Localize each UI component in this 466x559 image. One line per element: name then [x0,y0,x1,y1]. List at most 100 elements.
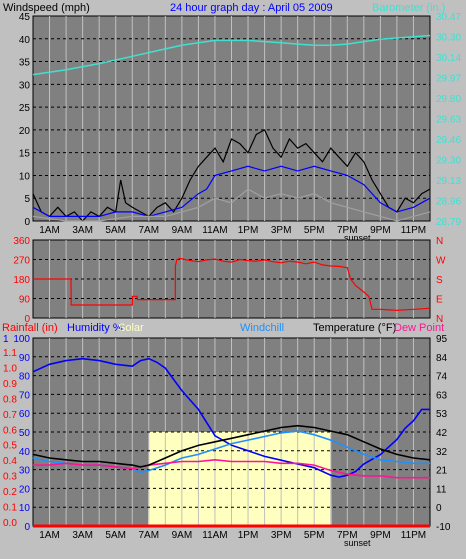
temperature-axis-label: Temperature (°F) [313,322,396,334]
barometer-y-tick: 29.13 [436,176,461,187]
barometer-y-tick: 28.96 [436,197,461,208]
direction-series [33,257,431,312]
temp-x-tick: 3AM [72,530,93,541]
temperature-y-tick: 32 [436,447,448,458]
rainfall-y-tick: 0.7 [3,410,17,421]
wind-y-tick: 35 [19,58,31,69]
humidity-y-tick: 10 [19,503,31,514]
humidity-y-tick: 50 [19,428,31,439]
rainfall-y-tick: 0.4 [3,456,17,467]
temp-x-tick: 7PM [337,530,358,541]
barometer-series [32,34,431,76]
humidity-axis-label: Humidity % [67,322,123,334]
humidity-y-tick: 100 [13,334,30,345]
wind-x-tick: 1AM [39,225,60,236]
temperature-y-tick: 42 [436,428,448,439]
wind-y-tick: 30 [19,80,31,91]
temperature-y-tick: 21 [436,466,448,477]
temp-x-tick: 9AM [172,530,193,541]
solar-axis-label: Solar [118,322,144,334]
wind-y-tick: 25 [19,103,31,114]
temp-x-tick: 11PM [401,530,426,541]
temperature-y-tick: 74 [436,372,448,383]
wind-y-tick: 45 [19,12,31,23]
barometer-axis-label: Barometer (in.) [372,2,445,14]
rainfall-y-tick: 0.9 [3,379,17,390]
compass-tick: E [436,295,443,306]
rainfall-y-tick: 0.0 [3,518,17,529]
barometer-y-tick: 29.30 [436,156,461,167]
rainfall-y-tick: 1.0 [3,363,17,374]
wind-x-tick: 9AM [172,225,193,236]
rainfall-axis-label: Rainfall (in) [2,322,58,334]
humidity-y-tick: 70 [19,390,31,401]
rainfall-y-tick: 0.3 [3,472,17,483]
wind-y-tick: 5 [24,194,30,205]
humidity-y-tick: 20 [19,484,31,495]
direction-y-tick: 0 [24,314,30,325]
wind-x-tick: 3AM [72,225,93,236]
wind-x-tick: 9PM [370,225,391,236]
barometer-y-tick: 29.63 [436,115,461,126]
rainfall-y-tick: 0.6 [3,425,17,436]
humidity-y-tick: 90 [19,353,31,364]
temperature-y-tick: 53 [436,409,448,420]
humidity-y-tick: 60 [19,409,31,420]
temp-x-tick: 3PM [271,530,292,541]
humidity-y-tick: 80 [19,372,31,383]
wind-x-tick: 11AM [202,225,227,236]
windchill-axis-label: Windchill [240,322,284,334]
wind-x-tick: 5PM [304,225,325,236]
barometer-y-tick: 29.46 [436,135,461,146]
windgust_gray-series [32,188,431,222]
barometer-y-tick: 30.30 [436,33,461,44]
temperature-series [32,424,431,468]
direction-y-tick: 90 [19,295,31,306]
temperature-y-tick: 84 [436,353,448,364]
wind-y-tick: 10 [19,171,31,182]
windspeed-axis-label: Windspeed (mph) [3,2,90,14]
temp-x-tick: 1AM [39,530,60,541]
compass-tick: N [436,236,443,247]
temperature-y-tick: 95 [436,334,448,345]
chart-marks: 45403530252015105030.4730.3030.1429.9729… [3,12,461,548]
wind-x-tick: 11PM [401,225,426,236]
sunset-label: sunset [344,233,371,243]
temp-x-tick: 9PM [370,530,391,541]
temp-x-tick: 5PM [304,530,325,541]
chart-title: 24 hour graph day : April 05 2009 [170,2,333,14]
direction-y-tick: 180 [13,275,30,286]
humidity-y-tick: 30 [19,466,31,477]
wind-y-tick: 40 [19,35,31,46]
temp-x-tick: 1PM [238,530,259,541]
temperature-y-tick: 11 [436,484,447,495]
compass-tick: W [436,256,446,267]
compass-tick: N [436,314,443,325]
temp-x-tick: 7AM [139,530,160,541]
dewpoint-axis-label: Dew Point [394,322,444,334]
temp-x-tick: 5AM [105,530,126,541]
wind-x-tick: 5AM [105,225,126,236]
humidity-y-tick: 0 [24,522,30,533]
dewpoint-series [33,458,430,479]
wind-x-tick: 3PM [271,225,292,236]
wind-y-tick: 20 [19,126,31,137]
barometer-y-tick: 30.14 [436,53,461,64]
direction-y-tick: 360 [13,236,30,247]
barometer-y-tick: 30.47 [436,12,461,23]
wind-x-tick: 1PM [238,225,259,236]
sunset-label-lower: sunset [344,538,371,548]
rainfall-y-tick: 0.1 [3,503,17,514]
temperature-y-tick: -10 [436,522,451,533]
rainfall-y-tick: 1.1 [3,348,17,359]
wind-y-tick: 15 [19,149,31,160]
barometer-y-tick: 29.97 [436,74,461,85]
windspeed-series [32,129,431,222]
rainfall-y-tick: 0.8 [3,394,17,405]
barometer-y-tick: 29.80 [436,94,461,105]
direction-y-tick: 270 [13,256,30,267]
compass-tick: S [436,275,443,286]
rainfall-y-tick: 0.5 [3,441,17,452]
